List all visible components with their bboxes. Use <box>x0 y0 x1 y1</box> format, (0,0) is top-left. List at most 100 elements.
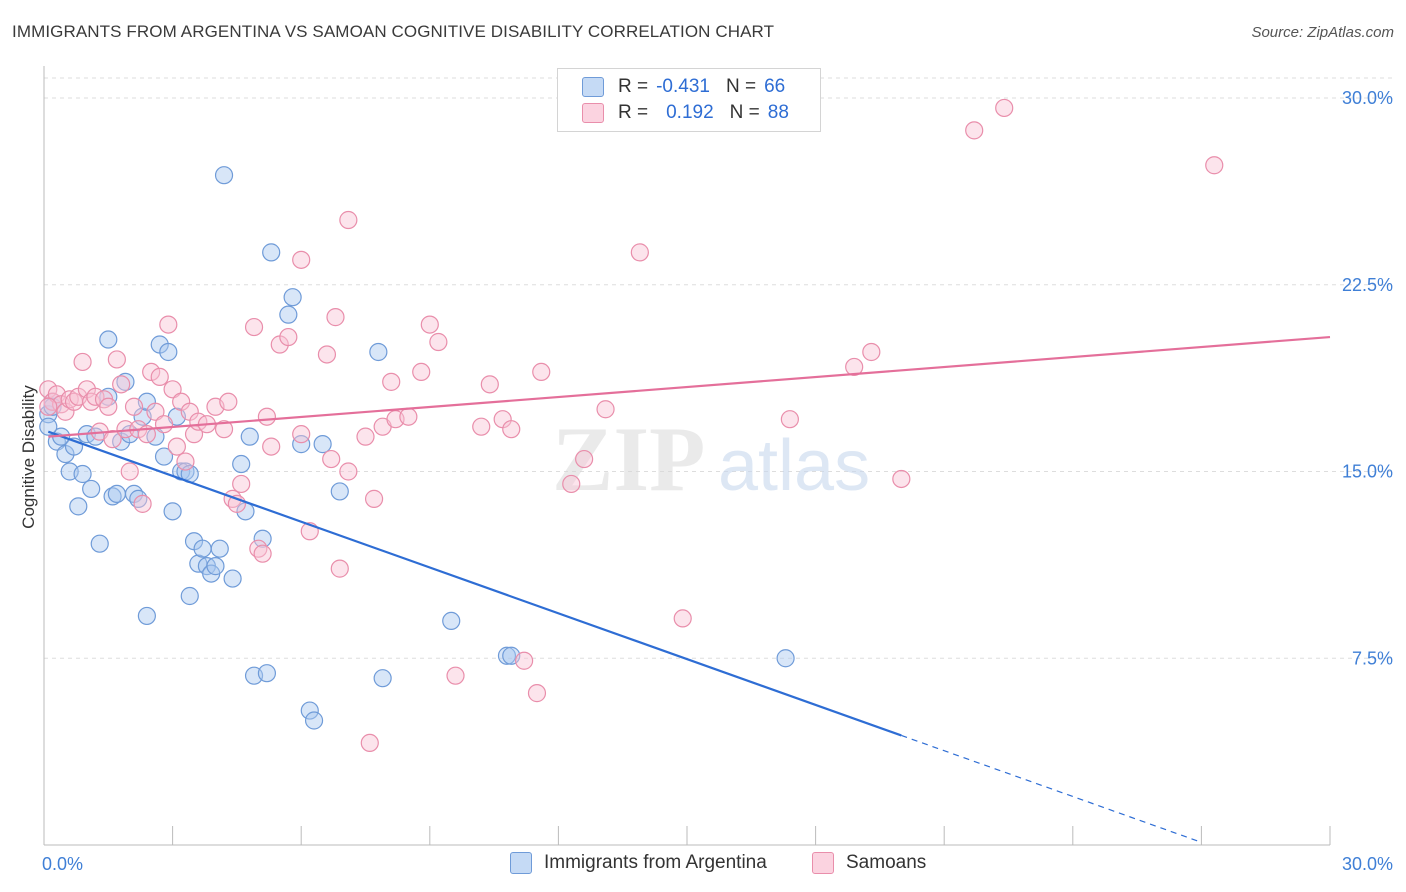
samoan-point <box>356 427 375 446</box>
source-label: Source: ZipAtlas.com <box>1251 24 1394 41</box>
chart-title: IMMIGRANTS FROM ARGENTINA VS SAMOAN COGN… <box>12 22 775 41</box>
y-axis-label: Cognitive Disability <box>19 385 38 529</box>
legend-swatch-samoans <box>582 103 604 123</box>
legend-n-label: N = <box>725 76 757 97</box>
bottom-legend-argentina: Immigrants from Argentina <box>510 852 767 874</box>
bottom-legend-label-argentina: Immigrants from Argentina <box>544 852 767 873</box>
samoan-point <box>253 544 272 563</box>
argentina-point <box>232 454 251 474</box>
argentina-point <box>776 649 795 668</box>
argentina-point <box>313 435 332 454</box>
argentina-trend-extension <box>901 734 1202 843</box>
argentina-point <box>99 330 118 349</box>
samoan-point <box>257 407 277 426</box>
argentina-point <box>69 497 88 516</box>
argentina-point <box>90 534 109 553</box>
y-tick-label: 15.0% <box>1342 462 1393 482</box>
bottom-legend-samoans: Samoans <box>812 852 926 874</box>
samoan-point <box>339 462 358 481</box>
argentina-point <box>279 305 298 324</box>
samoan-point <box>317 345 337 364</box>
samoan-point <box>1205 156 1224 175</box>
argentina-point <box>163 502 182 521</box>
samoan-point <box>339 210 358 230</box>
argentina-point <box>206 557 225 576</box>
argentina-point <box>262 243 281 262</box>
samoan-point <box>326 308 345 327</box>
legend-n-value: 66 <box>764 76 786 97</box>
samoan-point <box>596 400 615 419</box>
argentina-point <box>73 464 92 484</box>
samoan-point <box>575 449 594 469</box>
samoan-trend-line <box>48 335 1331 438</box>
argentina-point <box>304 711 324 730</box>
legend-n-value: 88 <box>767 102 789 123</box>
samoan-point <box>364 489 384 508</box>
samoan-point <box>232 474 251 494</box>
samoan-point <box>965 121 984 140</box>
argentina-point <box>373 669 392 688</box>
y-tick-label: 22.5% <box>1342 275 1393 295</box>
samoan-point <box>446 666 465 685</box>
y-tick-label: 30.0% <box>1342 88 1393 108</box>
bottom-swatch-argentina <box>510 852 532 874</box>
samoan-point <box>892 469 911 489</box>
samoan-point <box>399 407 418 426</box>
argentina-point <box>257 664 277 683</box>
samoan-point <box>502 420 521 439</box>
samoan-point <box>124 397 144 416</box>
samoan-point <box>562 474 581 494</box>
legend-r-value: 0.192 <box>666 102 714 123</box>
legend-row-samoans: R = 0.192 N = 88 <box>582 101 789 125</box>
samoan-point <box>154 415 174 434</box>
argentina-point <box>223 569 242 588</box>
x-tick-label: 0.0% <box>42 854 83 874</box>
samoan-point <box>262 437 281 456</box>
samoan-point <box>107 350 126 369</box>
samoan-point <box>73 352 92 372</box>
samoan-point <box>995 98 1014 118</box>
samoan-point <box>412 362 431 381</box>
argentina-point <box>497 646 517 665</box>
argentina-point <box>369 342 388 362</box>
legend-swatch-argentina <box>582 77 604 97</box>
samoan-point <box>219 392 238 411</box>
argentina-point <box>154 447 174 466</box>
samoan-point <box>120 462 139 481</box>
bottom-legend-label-samoans: Samoans <box>846 852 927 873</box>
argentina-point <box>180 586 199 606</box>
legend-r-label: R = <box>618 76 649 97</box>
argentina-point <box>82 479 101 499</box>
watermark-atlas: atlas <box>718 426 870 506</box>
samoan-point <box>292 250 311 269</box>
samoan-point <box>142 362 161 381</box>
argentina-point <box>193 539 212 558</box>
samoan-point <box>382 372 401 391</box>
argentina-point <box>39 417 58 436</box>
argentina-point <box>214 166 234 185</box>
argentina-point <box>442 611 461 631</box>
samoan-point <box>673 609 692 628</box>
samoan-point <box>515 651 534 670</box>
samoan-point <box>480 375 499 394</box>
samoan-point <box>330 559 349 578</box>
argentina-point <box>330 482 349 501</box>
samoan-point <box>532 362 551 381</box>
samoan-point <box>146 402 165 421</box>
x-tick-label: 30.0% <box>1342 854 1393 874</box>
samoan-point <box>159 315 178 334</box>
legend-r-value: -0.431 <box>656 76 710 97</box>
samoan-point <box>429 332 448 352</box>
bottom-swatch-samoans <box>812 852 834 874</box>
samoan-point <box>845 357 864 377</box>
y-tick-label: 7.5% <box>1352 648 1393 668</box>
legend-row-argentina: R = -0.431 N = 66 <box>582 75 785 99</box>
samoan-point <box>360 733 379 753</box>
argentina-point <box>300 701 319 720</box>
samoan-point <box>279 327 298 347</box>
samoan-point <box>133 494 152 513</box>
samoan-point <box>630 243 649 262</box>
samoan-point <box>780 410 799 429</box>
samoan-point <box>472 417 491 436</box>
